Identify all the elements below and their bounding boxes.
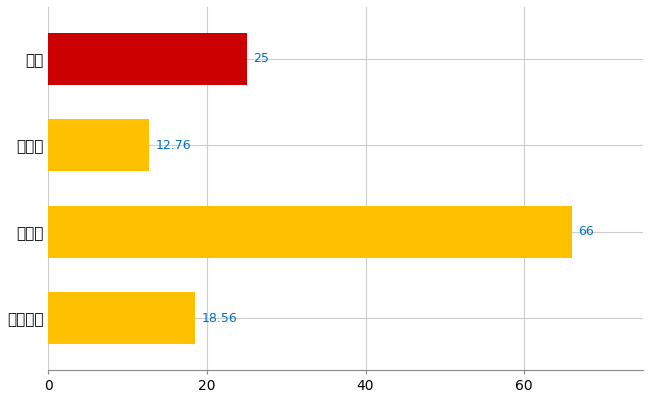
- Bar: [48, 292, 196, 344]
- Bar: [48, 33, 246, 85]
- Text: 12.76: 12.76: [156, 139, 192, 152]
- Text: 18.56: 18.56: [202, 312, 238, 325]
- Bar: [48, 119, 150, 171]
- Text: 66: 66: [578, 225, 594, 238]
- Bar: [48, 206, 572, 258]
- Text: 25: 25: [253, 52, 268, 65]
